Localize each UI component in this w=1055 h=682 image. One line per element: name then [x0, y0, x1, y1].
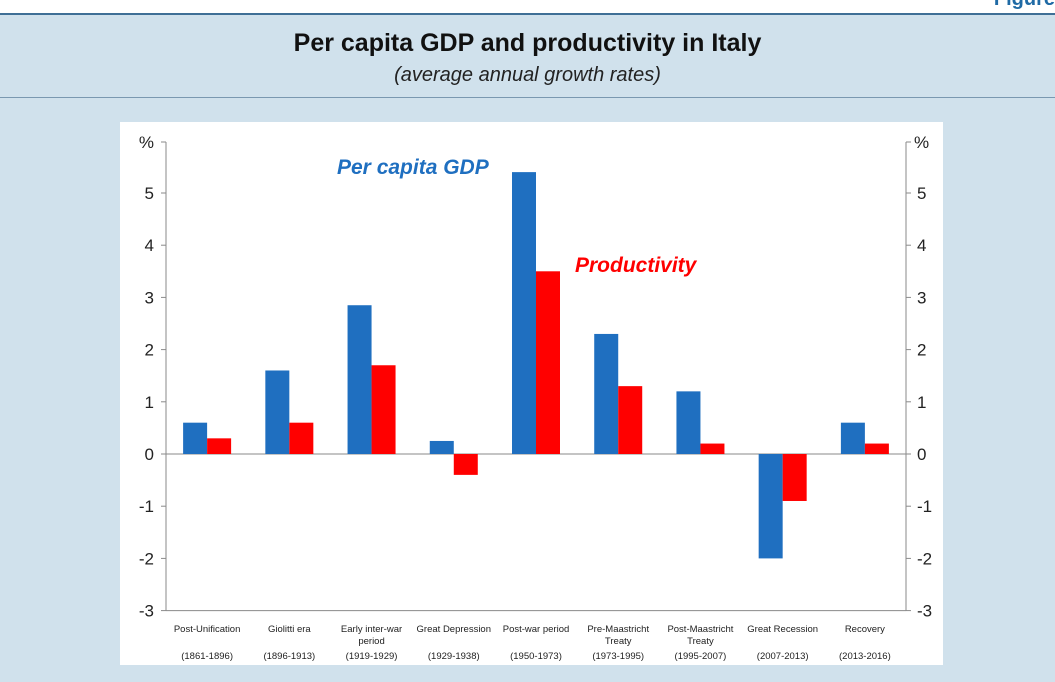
y-tick-label-right: 2: [917, 341, 926, 360]
y-tick-label-right: -2: [917, 549, 932, 568]
y-unit-label-left: %: [139, 133, 154, 152]
y-tick-label-left: -1: [139, 497, 154, 516]
x-category-label: Post-Unification: [174, 624, 241, 635]
x-category-label: Pre-Maastricht: [587, 624, 649, 635]
productivity-bar: [700, 443, 725, 454]
x-period-label: (2013-2016): [839, 651, 891, 662]
figure-header: Per capita GDP and productivity in Italy…: [0, 15, 1055, 97]
x-category-label: period: [358, 636, 384, 647]
y-tick-label-left: 4: [145, 236, 154, 255]
y-tick-label-left: 5: [145, 184, 154, 203]
y-tick-label-left: -3: [139, 602, 154, 621]
gdp-bar: [429, 440, 454, 454]
x-category-label: Post-Maastricht: [667, 624, 733, 635]
productivity-bar: [207, 438, 232, 454]
y-tick-label-left: 0: [145, 445, 154, 464]
gdp-bar: [840, 422, 865, 454]
x-period-label: (1950-1973): [510, 651, 562, 662]
productivity-bar: [536, 271, 560, 454]
y-tick-label-left: 3: [145, 288, 154, 307]
y-tick-label-right: -1: [917, 497, 932, 516]
productivity-bar: [864, 443, 889, 454]
x-category-label: Treaty: [687, 636, 714, 647]
bar-chart: -3 -3 -2 -2 -1 -1 0 0 1 1 2 2 3 3 4 4 5 5% % Post-Unificati…: [139, 133, 932, 662]
top-strip: [0, 0, 1055, 15]
gdp-bar: [594, 333, 619, 454]
productivity-bar: [371, 365, 396, 454]
gdp-bar: [758, 454, 783, 559]
series-label-productivity: Productivity: [575, 254, 698, 277]
chart-area: -3 -3 -2 -2 -1 -1 0 0 1 1 2 2 3 3 4 4 5 5%% Post-Unificati…: [120, 122, 943, 665]
x-category-label: Treaty: [605, 636, 632, 647]
y-tick-label-right: 1: [917, 393, 926, 412]
gdp-bar: [676, 391, 701, 454]
x-period-label: (1861-1896): [181, 651, 233, 662]
y-tick-label-right: 3: [917, 288, 926, 307]
y-tick-label-right: 0: [917, 445, 926, 464]
gdp-bar: [183, 422, 208, 454]
gdp-bar: [512, 172, 536, 454]
x-period-label: (1896-1913): [263, 651, 315, 662]
header-divider: [0, 97, 1055, 98]
x-category-label: Post-war period: [503, 624, 570, 635]
productivity-bar: [289, 422, 314, 454]
x-category-label: Early inter-war: [341, 624, 402, 635]
y-tick-label-right: 5: [917, 184, 926, 203]
x-period-label: (2007-2013): [757, 651, 809, 662]
x-period-label: (1995-2007): [675, 651, 727, 662]
gdp-bar: [347, 305, 372, 454]
chart-subtitle: (average annual growth rates): [394, 64, 661, 86]
series-label-gdp: Per capita GDP: [337, 156, 490, 179]
x-period-label: (1929-1938): [428, 651, 480, 662]
y-tick-label-left: 1: [145, 393, 154, 412]
figure-label: Figure: [994, 0, 1055, 11]
y-tick-label-right: 4: [917, 236, 926, 255]
x-category-label: Giolitti era: [268, 624, 311, 635]
y-tick-label-left: 2: [145, 341, 154, 360]
x-period-label: (1973-1995): [592, 651, 644, 662]
productivity-bar: [618, 386, 643, 454]
x-category-label: Great Depression: [417, 624, 491, 635]
productivity-bar: [782, 454, 807, 501]
top-divider: [0, 13, 1055, 15]
x-period-label: (1919-1929): [346, 651, 398, 662]
productivity-bar: [453, 454, 478, 475]
y-unit-label-right: %: [914, 133, 929, 152]
y-tick-label-left: -2: [139, 549, 154, 568]
y-tick-label-right: -3: [917, 602, 932, 621]
x-category-label: Great Recession: [747, 624, 818, 635]
gdp-bar: [265, 370, 290, 454]
x-category-label: Recovery: [845, 624, 885, 635]
chart-title: Per capita GDP and productivity in Italy: [293, 29, 762, 57]
